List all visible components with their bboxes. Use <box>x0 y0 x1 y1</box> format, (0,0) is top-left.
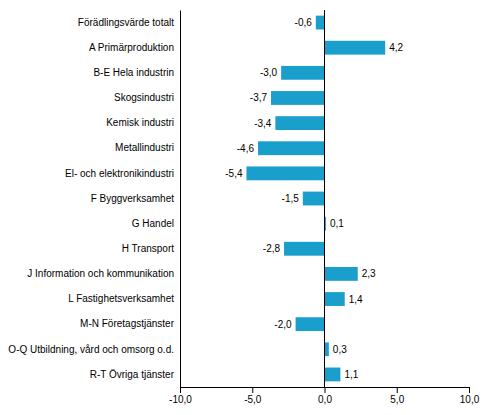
bars <box>246 16 385 382</box>
y-tick: Skogsindustri <box>114 92 174 103</box>
data-label: -2,0 <box>274 319 292 330</box>
data-label: -4,6 <box>237 143 255 154</box>
data-label: -2,8 <box>263 243 281 254</box>
y-tick: R-T Övriga tjänster <box>90 369 175 380</box>
y-tick-label: Kemisk industri <box>106 117 174 128</box>
y-tick-label: R-T Övriga tjänster <box>90 369 175 380</box>
x-tick-mark <box>325 387 326 393</box>
y-tick: Metallindustri <box>115 142 174 153</box>
data-label: 1,4 <box>349 294 363 305</box>
y-tick: Förädlingsvärde totalt <box>78 17 174 28</box>
bar <box>325 342 329 356</box>
data-label: 2,3 <box>362 268 376 279</box>
data-label: 4,2 <box>389 42 403 53</box>
plot: -10,0 -5,0 0,0 5,0 10,0 Förädlingsvärde total… <box>8 10 479 405</box>
x-tick: -10,0 <box>169 387 192 405</box>
data-label: -1,5 <box>282 193 300 204</box>
data-label: 0,3 <box>333 344 347 355</box>
bar <box>325 41 386 55</box>
x-tick-mark <box>469 387 470 393</box>
y-tick: El- och elektronikindustri <box>65 168 174 179</box>
bar <box>246 166 324 180</box>
data-label: -5,4 <box>225 168 243 179</box>
data-label: 1,1 <box>344 369 358 380</box>
y-tick-label: B-E Hela industrin <box>93 67 174 78</box>
x-tick-mark <box>252 387 253 393</box>
y-tick: M-N Företagstjänster <box>80 318 175 329</box>
y-tick-label: F Byggverksamhet <box>91 193 175 204</box>
data-label: 0,1 <box>330 218 344 229</box>
bar <box>325 267 358 281</box>
x-tick: 10,0 <box>460 387 480 405</box>
y-tick-label: J Information och kommunikation <box>27 268 174 279</box>
x-tick-mark <box>397 387 398 393</box>
bar <box>271 91 324 105</box>
y-tick-label: G Handel <box>132 218 174 229</box>
bar <box>284 242 324 256</box>
y-tick-label: El- och elektronikindustri <box>65 168 174 179</box>
x-tick-label: 10,0 <box>460 394 480 405</box>
y-tick-label: Förädlingsvärde totalt <box>78 17 174 28</box>
y-tick: A Primärproduktion <box>89 42 174 53</box>
zero-line <box>324 10 325 387</box>
y-tick-label: Skogsindustri <box>114 92 174 103</box>
bar <box>281 66 324 80</box>
chart: -10,0 -5,0 0,0 5,0 10,0 Förädlingsvärde total… <box>0 0 491 415</box>
bar <box>296 317 325 331</box>
bar <box>275 116 324 130</box>
x-tick: -5,0 <box>244 387 262 405</box>
data-label: -3,0 <box>260 67 278 78</box>
bar <box>303 192 325 206</box>
y-tick-label: L Fastighetsverksamhet <box>68 293 174 304</box>
bar <box>316 16 325 30</box>
y-tick: B-E Hela industrin <box>93 67 174 78</box>
bar <box>258 141 324 155</box>
y-tick: Kemisk industri <box>106 117 174 128</box>
data-label: -3,7 <box>250 92 268 103</box>
bar <box>325 368 341 382</box>
y-tick: L Fastighetsverksamhet <box>68 293 174 304</box>
y-tick: H Transport <box>122 243 174 254</box>
y-tick-label: H Transport <box>122 243 174 254</box>
data-label: -0,6 <box>295 17 313 28</box>
data-label: -3,4 <box>254 118 272 129</box>
y-tick-label: Metallindustri <box>115 142 174 153</box>
x-tick: 0,0 <box>318 387 332 405</box>
y-tick: J Information och kommunikation <box>27 268 174 279</box>
x-tick-label: 0,0 <box>318 394 332 405</box>
x-tick-mark <box>180 387 181 393</box>
x-tick: 5,0 <box>390 387 404 405</box>
y-axis: Förädlingsvärde totalt A Primärproduktion… <box>8 11 180 388</box>
y-tick: G Handel <box>132 218 174 229</box>
x-tick-label: 5,0 <box>390 394 404 405</box>
bar <box>325 292 345 306</box>
x-tick-label: -10,0 <box>169 394 192 405</box>
y-tick-label: M-N Företagstjänster <box>80 318 175 329</box>
x-axis: -10,0 -5,0 0,0 5,0 10,0 <box>169 387 480 405</box>
y-tick-label: O-Q Utbildning, vård och omsorg o.d. <box>8 344 174 355</box>
y-tick-label: A Primärproduktion <box>89 42 174 53</box>
x-tick-label: -5,0 <box>244 394 262 405</box>
y-tick: O-Q Utbildning, vård och omsorg o.d. <box>8 344 174 355</box>
y-axis-line <box>180 11 181 388</box>
y-tick: F Byggverksamhet <box>91 193 175 204</box>
data-labels: -0,6 4,2 -3,0 -3,7 -3,4 -4,6 -5,4 -1,5 0,1 -2,8 2,… <box>225 17 403 380</box>
